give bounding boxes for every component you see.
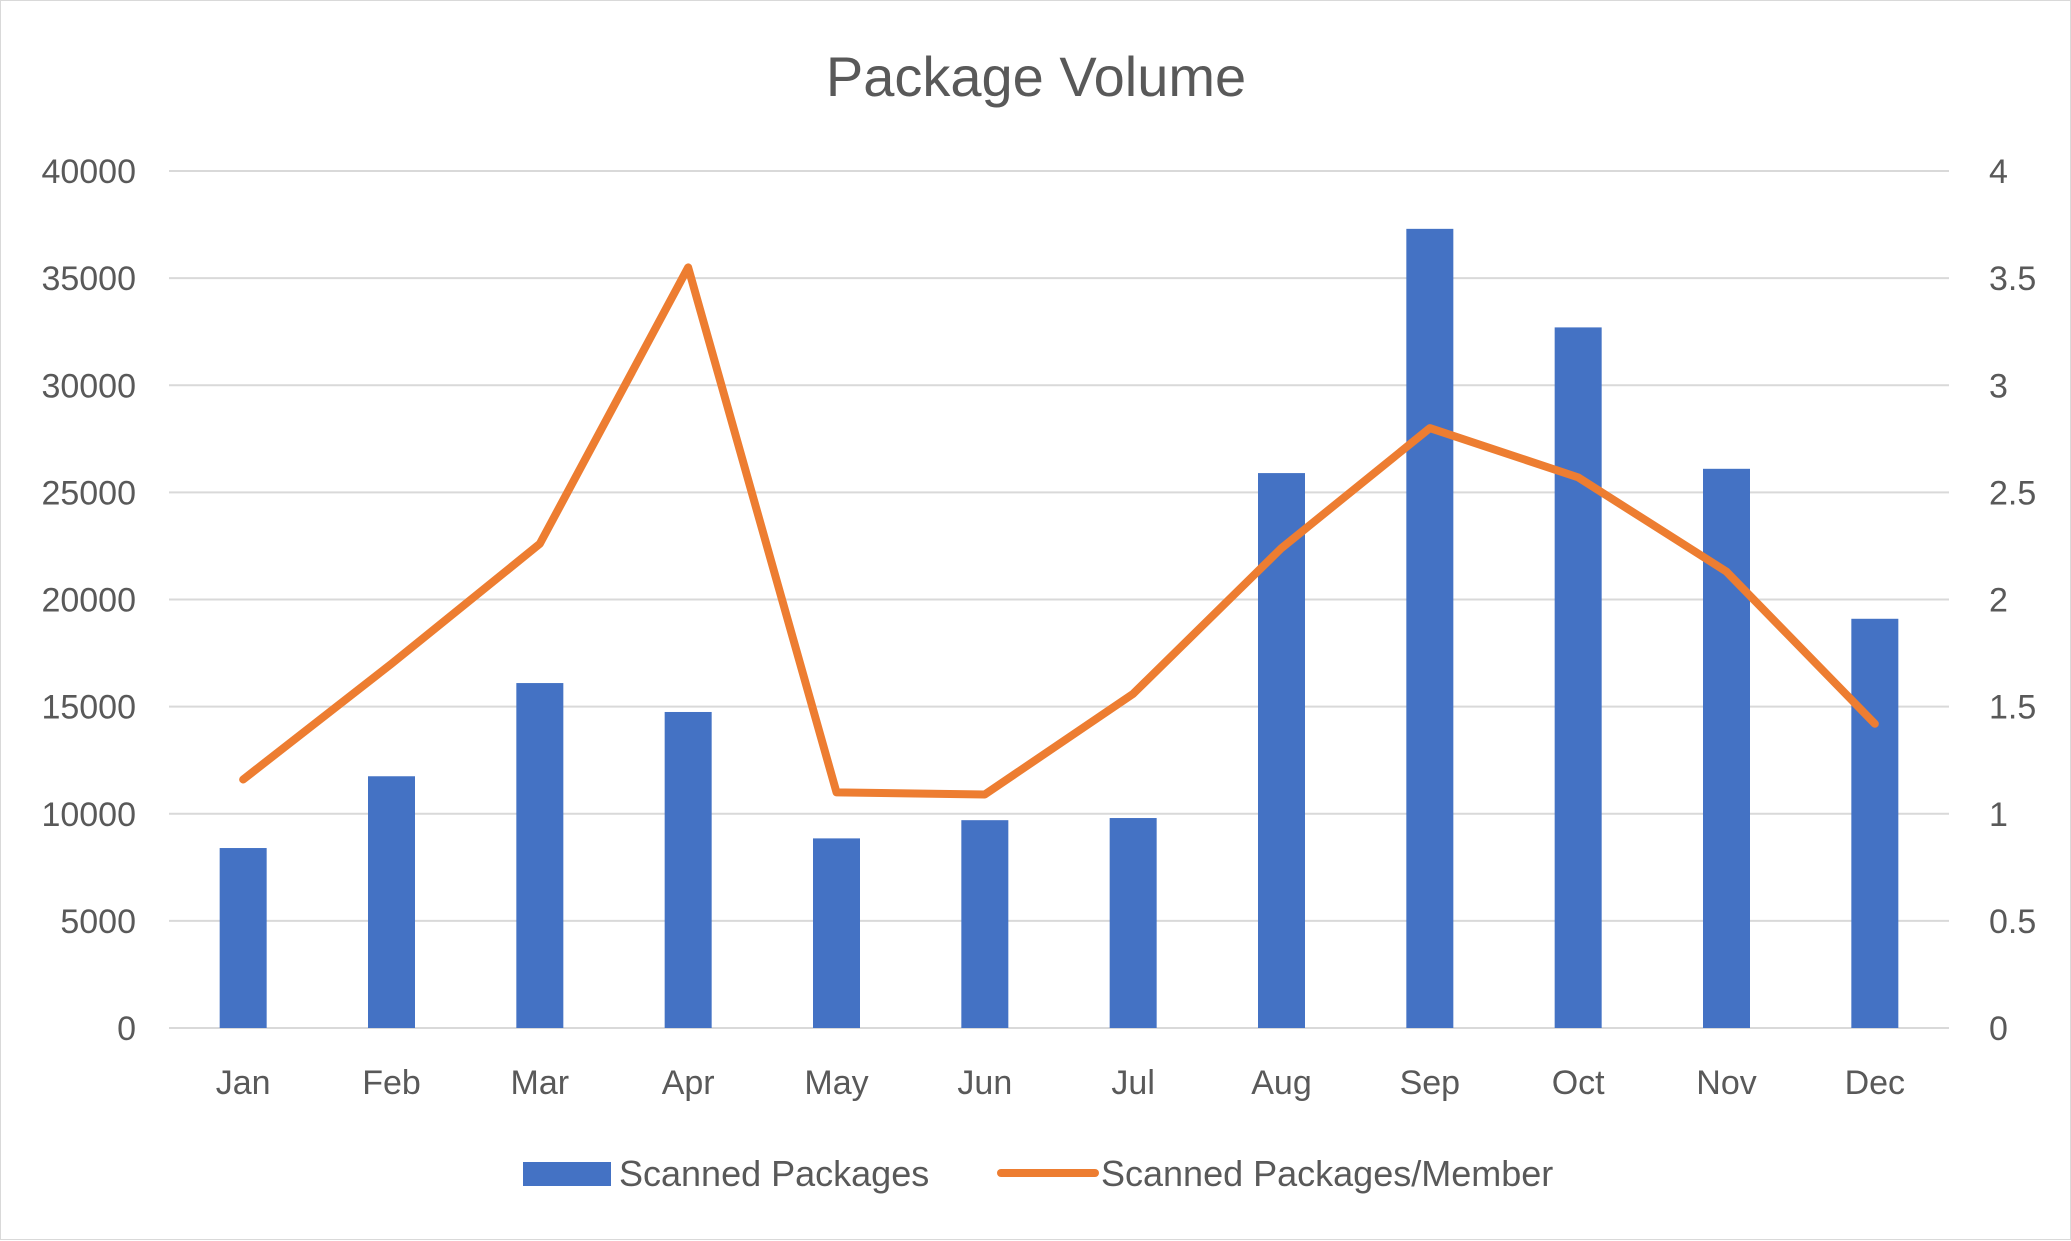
x-axis-tick-label: Mar xyxy=(511,1064,570,1102)
right-axis-tick-label: 4 xyxy=(1989,153,2008,191)
left-axis-tick-label: 40000 xyxy=(41,153,136,191)
right-axis-tick-label: 2.5 xyxy=(1989,474,2036,512)
legend-swatch-scanned-packages xyxy=(523,1162,611,1186)
bar-nov xyxy=(1703,469,1750,1028)
chart-title: Package Volume xyxy=(826,45,1246,108)
right-axis-tick-label: 2 xyxy=(1989,582,2008,620)
bar-apr xyxy=(665,712,712,1028)
x-axis-tick-label: Oct xyxy=(1552,1064,1605,1102)
x-axis-tick-label: Apr xyxy=(662,1064,715,1102)
right-axis-tick-label: 0 xyxy=(1989,1010,2008,1048)
left-axis-tick-label: 20000 xyxy=(41,582,136,620)
bar-mar xyxy=(516,683,563,1028)
x-axis-tick-label: Jul xyxy=(1111,1064,1154,1102)
right-axis: 0 0.5 1 1.5 2 2.5 3 3.5 4 xyxy=(1989,153,2036,1048)
bar-aug xyxy=(1258,473,1305,1028)
legend: Scanned Packages Scanned Packages/Member xyxy=(523,1153,1553,1194)
right-axis-tick-label: 1.5 xyxy=(1989,689,2036,727)
bar-oct xyxy=(1555,327,1602,1028)
bar-dec xyxy=(1851,619,1898,1028)
x-axis-tick-label: Jun xyxy=(957,1064,1012,1102)
right-axis-tick-label: 3 xyxy=(1989,367,2008,405)
bar-jul xyxy=(1110,818,1157,1028)
legend-label-scanned-packages-per-member: Scanned Packages/Member xyxy=(1101,1153,1553,1194)
right-axis-tick-label: 3.5 xyxy=(1989,260,2036,298)
bar-jun xyxy=(961,820,1008,1028)
left-axis-tick-label: 0 xyxy=(117,1010,136,1048)
x-axis: Jan Feb Mar Apr May Jun Jul Aug Sep Oct Nov Dec xyxy=(216,1064,1905,1102)
left-axis-tick-label: 35000 xyxy=(41,260,136,298)
line-series xyxy=(243,267,1875,794)
left-axis-tick-label: 25000 xyxy=(41,474,136,512)
x-axis-tick-label: Dec xyxy=(1845,1064,1905,1102)
left-axis-tick-label: 30000 xyxy=(41,367,136,405)
bar-sep xyxy=(1406,229,1453,1028)
x-axis-tick-label: Feb xyxy=(362,1064,421,1102)
line-scanned-packages-per-member xyxy=(243,267,1875,794)
x-axis-tick-label: May xyxy=(804,1064,868,1102)
left-axis: 0 5000 10000 15000 20000 25000 30000 35000 40000 xyxy=(41,153,136,1048)
x-axis-tick-label: Nov xyxy=(1696,1064,1756,1102)
legend-label-scanned-packages: Scanned Packages xyxy=(619,1153,929,1194)
bar-may xyxy=(813,838,860,1028)
left-axis-tick-label: 5000 xyxy=(60,903,136,941)
right-axis-tick-label: 0.5 xyxy=(1989,903,2036,941)
gridlines xyxy=(169,171,1949,1028)
x-axis-tick-label: Aug xyxy=(1251,1064,1312,1102)
x-axis-tick-label: Jan xyxy=(216,1064,271,1102)
bar-feb xyxy=(368,776,415,1028)
x-axis-tick-label: Sep xyxy=(1400,1064,1461,1102)
left-axis-tick-label: 15000 xyxy=(41,689,136,727)
right-axis-tick-label: 1 xyxy=(1989,796,2008,834)
bar-jan xyxy=(220,848,267,1028)
left-axis-tick-label: 10000 xyxy=(41,796,136,834)
bar-series xyxy=(220,229,1899,1028)
